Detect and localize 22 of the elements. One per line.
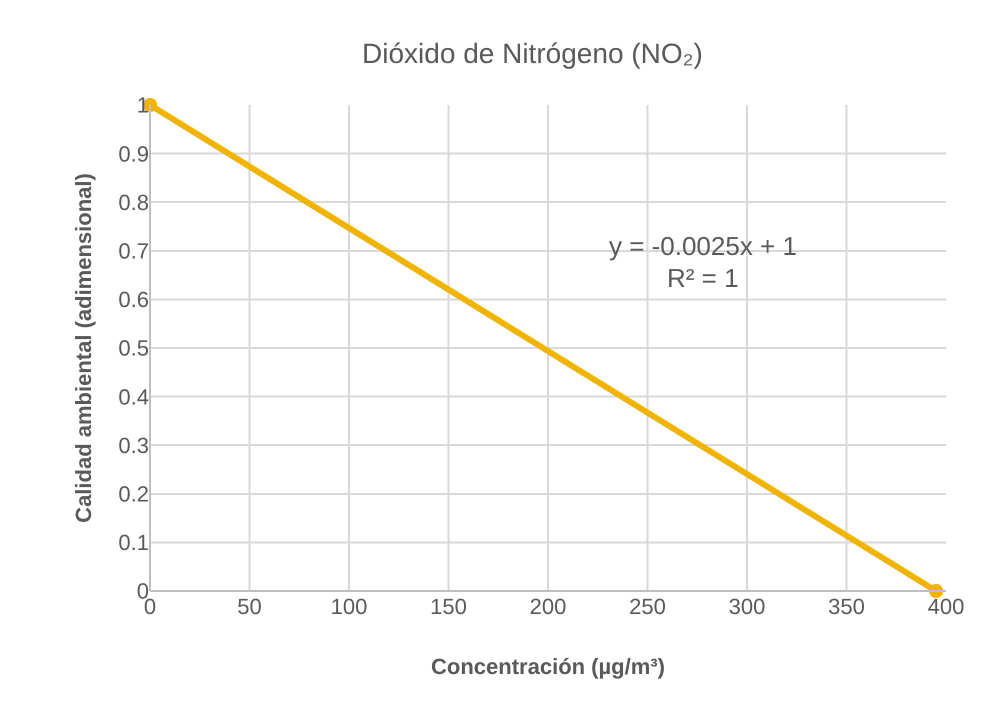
x-tick-label: 50 bbox=[237, 594, 262, 619]
y-tick-label: 0.1 bbox=[118, 530, 149, 556]
y-tick-label: 0.3 bbox=[118, 432, 149, 458]
annotation: R² = 1 bbox=[667, 263, 739, 293]
y-tick-label: 0.4 bbox=[118, 384, 149, 410]
y-tick-label: 0.5 bbox=[118, 336, 149, 361]
x-tick-label: 250 bbox=[629, 594, 666, 619]
y-tick-label: 0.9 bbox=[118, 141, 149, 166]
x-tick-label: 200 bbox=[530, 594, 566, 619]
y-tick-label: 0.7 bbox=[118, 238, 149, 264]
x-axis-title: Concentración (µg/m³) bbox=[431, 654, 665, 679]
y-axis-title: Calidad ambiental (adimensional) bbox=[71, 173, 96, 523]
y-tick-label: 0.6 bbox=[118, 287, 149, 312]
x-tick-label: 150 bbox=[430, 594, 467, 619]
y-tick-label: 0.2 bbox=[118, 482, 149, 506]
annotation: y = -0.0025x + 1 bbox=[609, 231, 797, 261]
x-tick-label: 350 bbox=[828, 594, 865, 619]
chart-title: Dióxido de Nitrógeno (NO₂) bbox=[362, 38, 703, 69]
x-tick-label: 100 bbox=[330, 594, 368, 619]
x-tick-label: 400 bbox=[928, 594, 964, 619]
y-tick-label: 0.8 bbox=[118, 190, 149, 215]
x-tick-label: 300 bbox=[728, 594, 766, 619]
